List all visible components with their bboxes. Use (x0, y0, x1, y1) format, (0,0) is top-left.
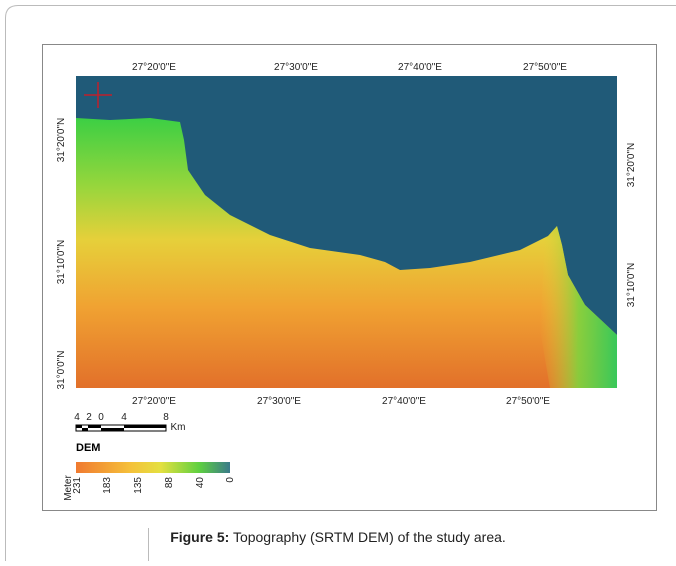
caption-label: Figure 5: (170, 529, 229, 545)
lon-label: 27°20'0"E (132, 62, 176, 73)
legend-label: 88 (164, 477, 175, 489)
legend-label: 231 (72, 477, 83, 494)
lon-label: 27°30'0"E (257, 396, 301, 407)
scale-label: 0 (98, 412, 104, 423)
lon-label: 27°50'0"E (506, 396, 550, 407)
caption: Figure 5: Topography (SRTM DEM) of the s… (170, 529, 506, 545)
legend-label: 135 (133, 477, 144, 494)
caption-text: Topography (SRTM DEM) of the study area. (229, 529, 506, 545)
legend-label: 183 (102, 477, 113, 494)
map (76, 76, 617, 388)
scale-unit: Km (171, 422, 186, 433)
lon-label: 27°40'0"E (398, 62, 442, 73)
color-bar (76, 462, 230, 473)
lon-label: 27°20'0"E (132, 396, 176, 407)
lon-label: 27°30'0"E (274, 62, 318, 73)
legend-title: DEM (76, 442, 100, 454)
legend-label: 0 (225, 477, 236, 483)
lon-label: 27°50'0"E (523, 62, 567, 73)
lat-label: 31°10'0"N (56, 240, 67, 285)
lat-label: 31°20'0"N (56, 118, 67, 163)
scale-label: 8 (163, 412, 169, 423)
lat-label: 31°0'0"N (56, 351, 67, 390)
scale-label: 2 (86, 412, 92, 423)
page: 27°20'0"E 27°30'0"E 27°40'0"E 27°50'0"E … (0, 0, 676, 561)
lat-label: 31°10'0"N (626, 263, 637, 308)
scale-label: 4 (74, 412, 80, 423)
legend-label: 40 (195, 477, 206, 489)
scale-label: 4 (121, 412, 127, 423)
lat-label: 31°20'0"N (626, 143, 637, 188)
lon-label: 27°40'0"E (382, 396, 426, 407)
